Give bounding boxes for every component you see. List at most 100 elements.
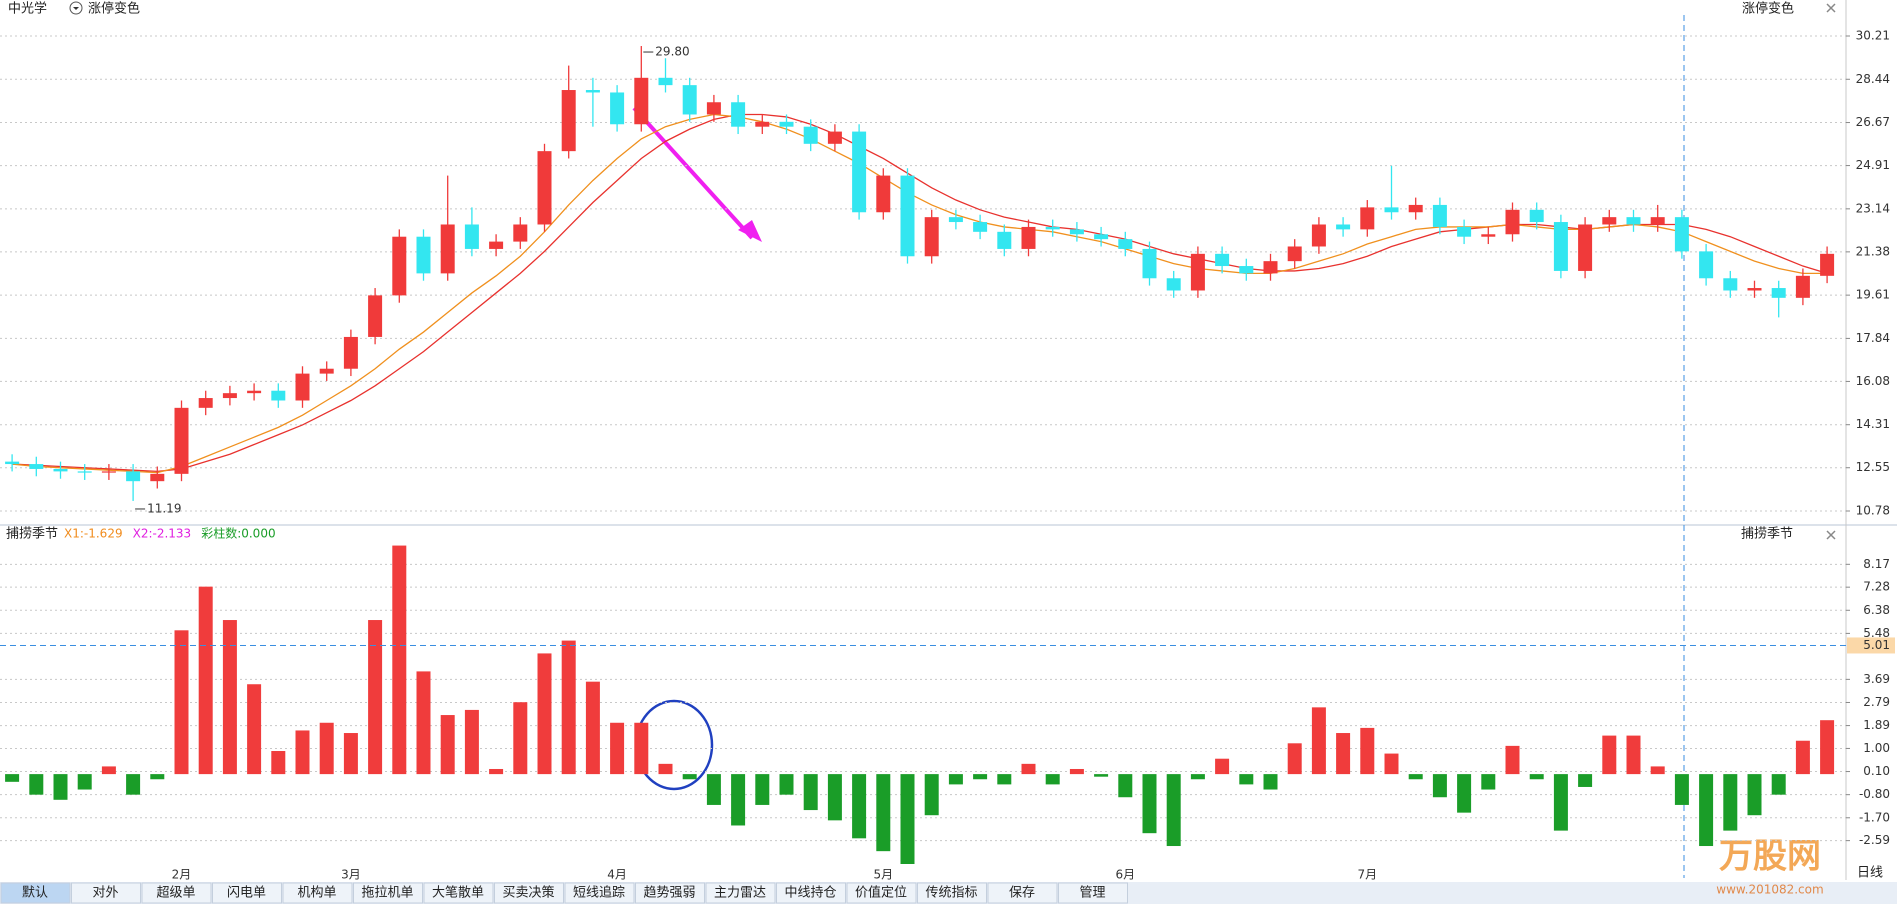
candle-body: [1215, 253, 1230, 267]
candle-body: [1674, 217, 1689, 252]
candle-body: [489, 241, 504, 249]
tab[interactable]: [705, 882, 776, 904]
legend-item: X2:-2.133: [133, 527, 192, 541]
candle-body: [1529, 209, 1544, 223]
histogram-bar: [343, 733, 358, 775]
y-tick-label: 26.67: [1856, 115, 1890, 129]
histogram-bar: [731, 774, 746, 826]
tab-label[interactable]: 大笔散单: [432, 885, 484, 901]
tab[interactable]: [423, 882, 494, 904]
candle-body: [1626, 217, 1641, 225]
tab[interactable]: [494, 882, 564, 904]
histogram-bar: [1118, 774, 1133, 798]
y-tick-label: 8.17: [1863, 557, 1890, 571]
y-tick-label: 14.31: [1856, 417, 1890, 431]
high-label: 29.80: [655, 45, 689, 59]
candle-body: [222, 393, 237, 399]
candle-body: [658, 77, 673, 86]
histogram-bar: [610, 722, 625, 775]
histogram-bar: [1457, 774, 1472, 813]
close-icon[interactable]: [1826, 530, 1836, 540]
tab[interactable]: [776, 882, 846, 904]
tab-label[interactable]: 管理: [1079, 886, 1105, 901]
histogram-bar: [247, 684, 262, 775]
tab-label[interactable]: 中线持仓: [784, 886, 836, 901]
tab[interactable]: [987, 882, 1058, 904]
histogram-bar: [1263, 774, 1278, 790]
tab-label[interactable]: 机构单: [297, 886, 336, 901]
tab-label[interactable]: 传统指标: [925, 886, 977, 901]
tab-label[interactable]: 买卖决策: [502, 885, 554, 901]
tab-label[interactable]: 保存: [1009, 886, 1035, 901]
histogram-bar: [198, 586, 213, 775]
histogram-bar: [537, 653, 552, 775]
tab-label[interactable]: 价值定位: [855, 885, 907, 901]
tab[interactable]: [0, 882, 71, 904]
candle-body: [1457, 226, 1472, 237]
x-tick-label: 2月: [172, 868, 192, 882]
candle-body: [948, 217, 963, 223]
histogram-bar: [585, 681, 600, 775]
tab-label[interactable]: 对外: [92, 886, 118, 901]
candle-body: [1747, 288, 1762, 291]
candle-body: [1771, 288, 1786, 298]
tab[interactable]: [1058, 882, 1128, 904]
candle-body: [319, 368, 334, 374]
histogram-bar: [706, 774, 721, 805]
moving-average: [12, 113, 1828, 474]
histogram-bar: [1021, 763, 1036, 775]
close-icon[interactable]: [1826, 3, 1836, 13]
tab-label[interactable]: 短线追踪: [573, 885, 625, 901]
candle-body: [513, 224, 528, 242]
indicator-name[interactable]: 涨停变色: [88, 1, 140, 17]
y-tick-label: 3.69: [1863, 672, 1890, 686]
histogram-bar: [924, 774, 939, 816]
y-tick-label: 16.08: [1856, 374, 1890, 388]
histogram-bar: [1626, 735, 1641, 775]
tab[interactable]: [141, 882, 212, 904]
candle-body: [1311, 224, 1326, 247]
tab[interactable]: [282, 882, 353, 904]
candle-body: [1118, 239, 1133, 249]
candle-body: [1384, 207, 1399, 213]
y-tick-label: 24.91: [1856, 158, 1890, 172]
histogram-bar: [1747, 774, 1762, 816]
candle-body: [1481, 234, 1496, 237]
candle-body: [1820, 253, 1835, 276]
tab[interactable]: [564, 882, 635, 904]
tab-label[interactable]: 趋势强弱: [643, 885, 695, 901]
tab-label[interactable]: 超级单: [156, 886, 195, 901]
candle-body: [610, 92, 625, 125]
tab-label[interactable]: 默认: [22, 885, 48, 901]
tab[interactable]: [353, 882, 423, 904]
panel-title: 捕捞季节: [6, 526, 58, 542]
candle-body: [126, 471, 141, 482]
candle-body: [53, 468, 68, 472]
candle-body: [1699, 251, 1714, 279]
period[interactable]: 日线: [1857, 866, 1883, 881]
dropdown-icon[interactable]: [69, 1, 83, 15]
candle-body: [416, 236, 431, 274]
y-tick-label: -0.80: [1859, 787, 1890, 801]
histogram-bar: [1602, 735, 1617, 775]
tab-label[interactable]: 主力雷达: [714, 886, 766, 901]
candle-body: [682, 85, 697, 115]
histogram-bar: [1239, 774, 1254, 785]
histogram-bar: [1820, 720, 1835, 775]
histogram-bar: [440, 715, 455, 775]
tab[interactable]: [846, 882, 917, 904]
candle-body: [731, 102, 746, 127]
candle-body: [1505, 209, 1520, 235]
tab[interactable]: [917, 882, 987, 904]
legend-item: 彩柱数:0.000: [201, 526, 275, 541]
histogram-bar: [174, 630, 189, 775]
tab[interactable]: [635, 882, 705, 904]
tab[interactable]: [71, 882, 141, 904]
tab-label[interactable]: 闪电单: [227, 886, 266, 901]
tab[interactable]: [212, 882, 282, 904]
tab-label[interactable]: 拖拉机单: [361, 886, 413, 901]
histogram-bar: [900, 774, 915, 864]
y-tick-label: 19.61: [1856, 288, 1890, 302]
candle-body: [5, 461, 20, 465]
candle-body: [1336, 224, 1351, 230]
